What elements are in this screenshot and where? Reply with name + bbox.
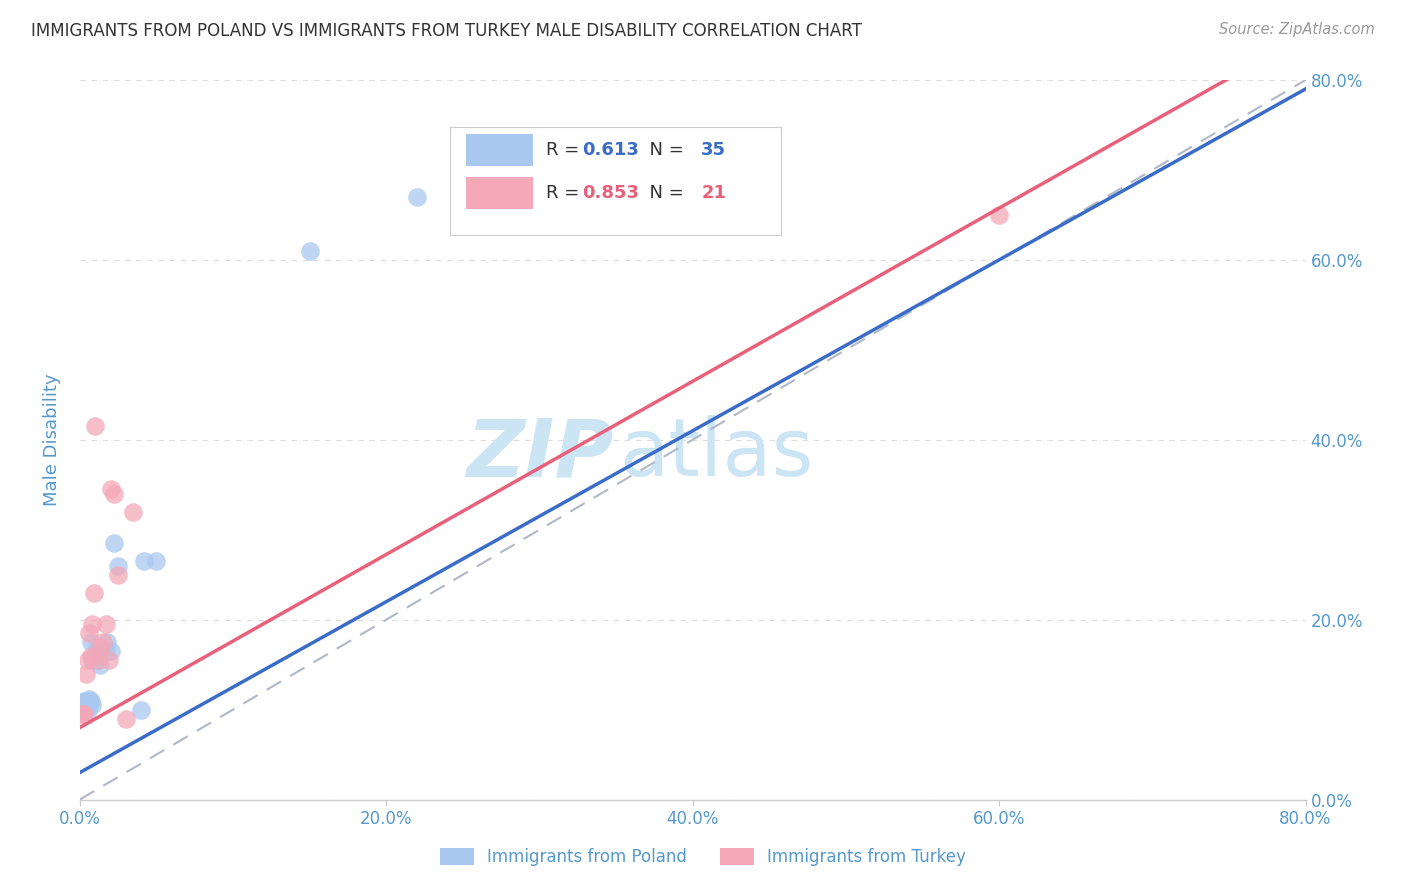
Point bbox=[77, 695, 100, 709]
Point bbox=[70, 702, 93, 716]
Text: N =: N = bbox=[637, 185, 689, 202]
Point bbox=[129, 702, 152, 716]
Text: 21: 21 bbox=[702, 185, 727, 202]
Text: ZIP: ZIP bbox=[465, 415, 613, 493]
Point bbox=[72, 702, 94, 716]
Point bbox=[406, 190, 429, 204]
Point bbox=[77, 626, 100, 640]
Point bbox=[73, 707, 96, 722]
Point bbox=[145, 554, 167, 568]
Text: atlas: atlas bbox=[619, 415, 814, 493]
Point bbox=[84, 419, 107, 434]
Point bbox=[91, 644, 114, 658]
Point bbox=[114, 712, 136, 726]
Point bbox=[87, 653, 110, 667]
Point bbox=[107, 567, 129, 582]
Point bbox=[87, 653, 110, 667]
Point bbox=[134, 554, 156, 568]
Point bbox=[96, 635, 118, 649]
Text: Source: ZipAtlas.com: Source: ZipAtlas.com bbox=[1219, 22, 1375, 37]
Point bbox=[73, 702, 96, 716]
Point bbox=[83, 653, 105, 667]
Point bbox=[84, 648, 107, 663]
Point bbox=[75, 698, 97, 712]
Text: 0.613: 0.613 bbox=[582, 141, 640, 159]
Point bbox=[79, 693, 101, 707]
Point bbox=[82, 617, 104, 632]
Point bbox=[100, 644, 122, 658]
Point bbox=[82, 698, 104, 712]
Point bbox=[98, 653, 121, 667]
Point bbox=[89, 657, 111, 672]
Point bbox=[72, 698, 94, 712]
Point bbox=[77, 691, 100, 706]
FancyBboxPatch shape bbox=[465, 134, 533, 166]
Text: 35: 35 bbox=[702, 141, 727, 159]
Point bbox=[72, 707, 94, 722]
Point bbox=[76, 698, 98, 712]
Point bbox=[79, 635, 101, 649]
Point bbox=[75, 666, 97, 681]
Point bbox=[79, 648, 101, 663]
Point bbox=[75, 695, 97, 709]
Point bbox=[94, 644, 117, 658]
Point bbox=[70, 707, 93, 722]
Point bbox=[76, 693, 98, 707]
Point bbox=[82, 653, 104, 667]
Point bbox=[94, 617, 117, 632]
Point bbox=[76, 653, 98, 667]
Text: R =: R = bbox=[546, 141, 585, 159]
Text: IMMIGRANTS FROM POLAND VS IMMIGRANTS FROM TURKEY MALE DISABILITY CORRELATION CHA: IMMIGRANTS FROM POLAND VS IMMIGRANTS FRO… bbox=[31, 22, 862, 40]
Point bbox=[103, 536, 125, 550]
Point bbox=[72, 695, 94, 709]
Point bbox=[89, 640, 111, 654]
Legend: Immigrants from Poland, Immigrants from Turkey: Immigrants from Poland, Immigrants from … bbox=[433, 841, 973, 873]
Point bbox=[100, 482, 122, 496]
FancyBboxPatch shape bbox=[465, 178, 533, 210]
Point bbox=[298, 244, 321, 258]
Point bbox=[73, 693, 96, 707]
Point bbox=[76, 702, 98, 716]
Point bbox=[122, 505, 145, 519]
Point bbox=[73, 698, 96, 712]
Point bbox=[70, 698, 93, 712]
Point bbox=[86, 640, 108, 654]
Text: 0.853: 0.853 bbox=[582, 185, 640, 202]
Text: N =: N = bbox=[637, 141, 689, 159]
Point bbox=[103, 486, 125, 500]
Point bbox=[107, 558, 129, 573]
FancyBboxPatch shape bbox=[450, 127, 780, 235]
Text: R =: R = bbox=[546, 185, 585, 202]
Point bbox=[83, 585, 105, 599]
Y-axis label: Male Disability: Male Disability bbox=[44, 374, 60, 506]
Point bbox=[988, 208, 1011, 222]
Point bbox=[91, 635, 114, 649]
